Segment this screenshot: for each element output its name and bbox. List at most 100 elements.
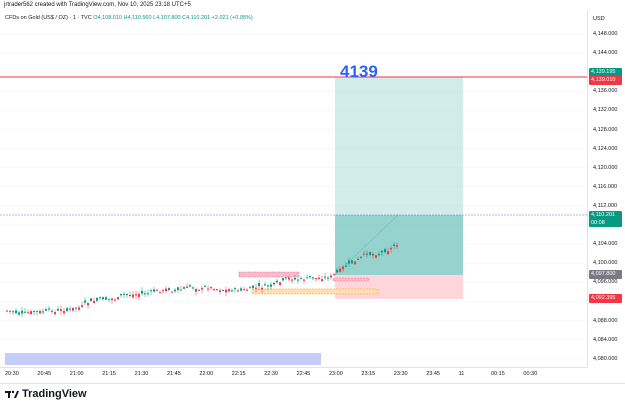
candle-body — [132, 294, 134, 298]
candle-body — [393, 244, 395, 246]
candle-body — [225, 289, 227, 293]
candle-countdown: 00:08 — [591, 220, 605, 226]
price-tick: 4,120.000 — [593, 164, 618, 171]
target-line-label: 4,139.010 — [589, 76, 622, 85]
candle-body — [318, 277, 320, 280]
time-axis[interactable] — [0, 367, 587, 382]
time-tick: 23:00 — [329, 371, 343, 377]
demand-box[interactable] — [251, 288, 379, 295]
candle-body — [180, 289, 182, 291]
candle-body — [36, 310, 38, 312]
current-price-value: 4,110.201 — [591, 212, 616, 218]
candle-body — [45, 309, 47, 311]
candle-body — [66, 308, 68, 312]
candle-body — [369, 252, 371, 255]
candle-body — [6, 310, 8, 312]
candle-body — [264, 284, 266, 286]
time-tick: 22:30 — [264, 371, 278, 377]
candle-body — [84, 300, 86, 303]
symbol-legend[interactable]: CFDs on Gold (US$ / OZ) · 1 · TVC O4,108… — [5, 15, 253, 21]
candle-body — [165, 288, 167, 292]
candle-body — [135, 294, 137, 296]
candle-body — [153, 289, 155, 292]
candle-body — [39, 310, 41, 314]
candle-body — [78, 307, 80, 310]
candle-body — [216, 289, 218, 291]
time-tick: 20:30 — [5, 371, 19, 377]
blue-zone[interactable] — [5, 353, 321, 365]
price-tick: 4,124.000 — [593, 145, 618, 152]
mini-box[interactable] — [332, 277, 370, 282]
candle-body — [123, 293, 125, 295]
candle-body — [270, 284, 272, 287]
candle-body — [228, 289, 230, 292]
candle-body — [33, 310, 35, 312]
price-tick: 4,144.000 — [593, 50, 618, 57]
chart-canvas[interactable] — [0, 10, 587, 367]
candle-body — [282, 278, 284, 281]
candle-body — [291, 279, 293, 281]
candle-body — [162, 289, 164, 291]
candle-body — [51, 310, 53, 312]
candle-body — [276, 280, 278, 283]
candle-body — [237, 290, 239, 292]
supply-box[interactable] — [238, 271, 300, 278]
candle-body — [351, 260, 353, 264]
candle-body — [42, 311, 44, 313]
candle-body — [396, 245, 398, 247]
candle-body — [294, 277, 296, 280]
candle-body — [366, 253, 368, 255]
profit-zone[interactable] — [335, 77, 463, 275]
candle-body — [192, 287, 194, 289]
candle-body — [177, 287, 179, 291]
candle-body — [96, 297, 98, 301]
candle-body — [363, 253, 365, 255]
candle-body — [18, 312, 20, 315]
grid — [0, 33, 587, 359]
candle-body — [198, 289, 200, 291]
candle-body — [384, 249, 386, 253]
candle-body — [111, 298, 113, 301]
candle-body — [360, 256, 362, 258]
candle-body — [75, 307, 77, 309]
candle-body — [150, 290, 152, 292]
time-tick: 20:45 — [37, 371, 52, 377]
candle-body — [93, 301, 95, 303]
candle-body — [354, 261, 356, 265]
candle-body — [327, 277, 329, 279]
candle-body — [54, 312, 56, 315]
candle-body — [246, 289, 248, 291]
candle-body — [231, 290, 233, 292]
time-tick: 00:30 — [523, 371, 538, 377]
footer — [0, 383, 625, 408]
candle-body — [321, 279, 323, 281]
candle-body — [213, 289, 215, 291]
candle-body — [141, 290, 143, 294]
symbol-name: CFDs on Gold (US$ / OZ) · 1 · TVC — [5, 15, 92, 21]
candle-body — [12, 311, 14, 313]
candle-body — [120, 294, 122, 296]
candle-body — [357, 259, 359, 261]
time-tick: 21:00 — [69, 371, 84, 377]
candle-body — [186, 286, 188, 289]
candle-body — [378, 254, 380, 256]
candle-body — [57, 309, 59, 311]
price-tick: 4,136.000 — [593, 88, 618, 95]
time-tick: 21:45 — [167, 371, 181, 377]
candle-body — [261, 287, 263, 290]
candle-body — [306, 277, 308, 279]
profit-zone-filled — [335, 215, 463, 275]
candle-body — [309, 275, 311, 278]
current-price-label: 4,110.201 00:08 — [589, 211, 622, 227]
target-top-label: 4,139.195 — [589, 68, 622, 77]
candle-body — [189, 285, 191, 287]
candle-body — [336, 269, 338, 273]
price-tick: 4,116.000 — [593, 183, 618, 190]
candle-body — [27, 312, 29, 314]
price-tick: 4,084.000 — [593, 336, 618, 343]
candle-body — [324, 276, 326, 278]
target-annotation[interactable]: 4139 — [340, 62, 378, 81]
candle-body — [174, 289, 176, 292]
candle-body — [381, 250, 383, 253]
candle-body — [204, 285, 206, 287]
